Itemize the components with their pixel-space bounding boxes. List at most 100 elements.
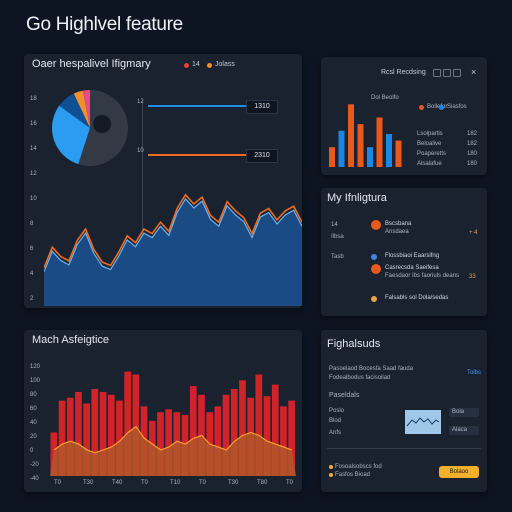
y-tick-label: 6 (30, 246, 34, 252)
y-tick-label: 120 (30, 364, 41, 370)
orange-line (148, 154, 246, 156)
x-tick-label: T0 (141, 480, 149, 486)
minimize-icon[interactable] (453, 69, 461, 77)
integration-avatar (371, 254, 377, 260)
window-icon[interactable] (443, 69, 451, 77)
highlights-desc-1: Pasoelaod Bocesfa Saad fauda (329, 366, 414, 372)
pie-slice-orange (73, 90, 90, 128)
bar (288, 400, 295, 476)
bar (263, 396, 271, 476)
analytics-title: Mach Asfeigtice (32, 334, 110, 346)
item-tag: Tasb (331, 254, 344, 260)
recording-bar-chart (329, 104, 402, 167)
bar (222, 394, 230, 476)
x-tick-label: T0 (286, 480, 294, 486)
legend-dot-orange (207, 63, 212, 68)
area-fill (50, 426, 296, 476)
close-icon[interactable]: × (471, 67, 477, 77)
legend-item-1: Bollefor (427, 104, 448, 110)
bar (75, 391, 82, 476)
overview-pie-chart (51, 90, 128, 166)
bar (214, 406, 222, 476)
pie-slice-navy (59, 93, 90, 128)
item-sub: Ansdaea (385, 229, 409, 235)
x-tick-label: T80 (257, 480, 268, 486)
item-value: 33 (469, 274, 476, 280)
bar (338, 130, 345, 167)
pie-slice-blue (51, 105, 90, 165)
item-sub: Faesdaor Ibs faoriuls deans (385, 273, 460, 279)
y-tick-label: -40 (30, 476, 39, 482)
legend-dot-blue (439, 105, 444, 110)
bar (376, 117, 383, 167)
blue-line (148, 105, 246, 107)
item-value: + 4 (469, 230, 478, 236)
highlights-panel: Fighalsuds Pasoelaod Bocesfa Saad fauda … (321, 330, 487, 492)
x-tick-label: T10 (170, 480, 181, 486)
bar (107, 394, 115, 476)
y-tick-label: 10 (30, 196, 37, 202)
line-label-2: 10 (137, 148, 144, 154)
x-tick-label: T0 (54, 480, 62, 486)
y-tick-label: 100 (30, 378, 41, 384)
item-label: Bscsbana (385, 221, 412, 227)
x-tick-label: T40 (112, 480, 123, 486)
item-label: Flossbiaoi Eaarsifng (385, 253, 440, 259)
overview-title: Oaer hespalivel Ifigmary (32, 58, 151, 70)
legend-dot-red (184, 63, 189, 68)
row-value: 180 (467, 151, 478, 157)
y-tick-label: 0 (30, 448, 34, 454)
row-label: Poaperetts (417, 151, 447, 157)
row-value: 182 (467, 141, 478, 147)
item-side: Ilbsa (331, 234, 344, 240)
legend-title: Dol Beolfo (371, 95, 399, 101)
recording-title: Rcsl Recdsing (381, 69, 426, 76)
y-tick-label: 4 (30, 271, 34, 277)
x-tick-label: T0 (199, 480, 207, 486)
input-field-2[interactable]: Alaca (449, 426, 479, 435)
bar (367, 147, 373, 167)
bar (91, 389, 99, 476)
y-tick-label: 40 (30, 420, 37, 426)
bar (329, 147, 335, 167)
page-title: Go Highlvel feature (26, 14, 183, 35)
row-value: 182 (467, 131, 478, 137)
y-tick-label: 80 (30, 392, 37, 398)
field-label-2: Blod (329, 418, 342, 424)
bar (271, 384, 279, 476)
pie-slice-pink (82, 90, 90, 128)
field-label-1: Poslo (329, 408, 345, 414)
highlights-link[interactable]: Tolbs (467, 370, 482, 376)
row-value: 180 (467, 161, 478, 167)
y-tick-label: 14 (30, 146, 37, 152)
input-value-2: Alaca (452, 427, 468, 433)
bar (280, 406, 287, 476)
y-tick-label: -20 (30, 462, 39, 468)
y-tick-label: 12 (30, 171, 37, 177)
pie-center (93, 115, 111, 133)
expand-icon[interactable] (433, 69, 441, 77)
y-tick-label: 16 (30, 121, 37, 127)
bar (348, 104, 354, 167)
item-label: Falsabls sol Dola/sedas (385, 295, 449, 301)
trend-line (53, 425, 293, 454)
bar (230, 389, 238, 476)
footer-icon-2 (329, 473, 333, 477)
integration-avatar (371, 220, 381, 230)
field-label-3: Anfs (329, 430, 342, 436)
orange-series-line (44, 193, 302, 269)
recording-panel: Rcsl Recdsing × Dol Beolfo Bollefor Sias… (321, 57, 487, 175)
y-tick-label: 20 (30, 434, 37, 440)
line-label-1: 12 (137, 99, 144, 105)
y-tick-label: 8 (30, 221, 34, 227)
input-field-1[interactable]: Bola (449, 408, 479, 417)
action-button[interactable]: Bolaoo (439, 466, 479, 478)
footer-icon-1 (329, 465, 333, 469)
bar (395, 140, 402, 167)
legend-item-2: Siasfos (447, 104, 467, 110)
footer-divider (327, 448, 481, 449)
value-box-a: 1310 (246, 100, 278, 114)
footer-text-2: Fasfos Bioad (335, 472, 371, 478)
bar (165, 409, 172, 476)
y-tick-label: 60 (30, 406, 37, 412)
